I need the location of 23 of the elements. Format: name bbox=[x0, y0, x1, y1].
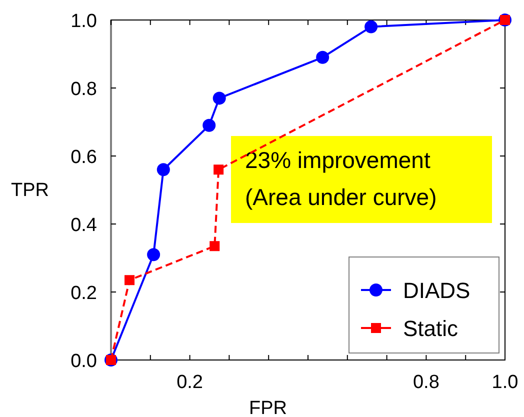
y-tick-label: 0.2 bbox=[70, 283, 97, 304]
legend-label: Static bbox=[403, 316, 458, 341]
x-axis-title: FPR bbox=[249, 398, 287, 417]
point bbox=[202, 118, 216, 132]
point bbox=[364, 20, 378, 34]
y-tick-label: 0.8 bbox=[70, 79, 97, 100]
y-tick-label: 0.6 bbox=[70, 147, 97, 168]
y-tick-label: 0.0 bbox=[70, 351, 97, 372]
y-tick-label: 0.4 bbox=[70, 215, 98, 236]
point bbox=[212, 92, 226, 105]
point bbox=[316, 50, 330, 64]
point bbox=[147, 248, 160, 262]
x-tick-label: 0.8 bbox=[412, 372, 440, 393]
x-tick-label: 1.0 bbox=[492, 372, 518, 393]
point bbox=[210, 241, 220, 252]
legend-label: DIADS bbox=[403, 278, 470, 303]
point bbox=[214, 164, 224, 175]
x-tick-label: 0.2 bbox=[176, 372, 204, 393]
annotation: 23% improvement (Area under curve) bbox=[245, 147, 437, 210]
y-axis-title: TPR bbox=[11, 180, 49, 201]
point bbox=[156, 163, 170, 176]
y-tick-label: 1.0 bbox=[70, 11, 97, 32]
point bbox=[124, 275, 135, 286]
